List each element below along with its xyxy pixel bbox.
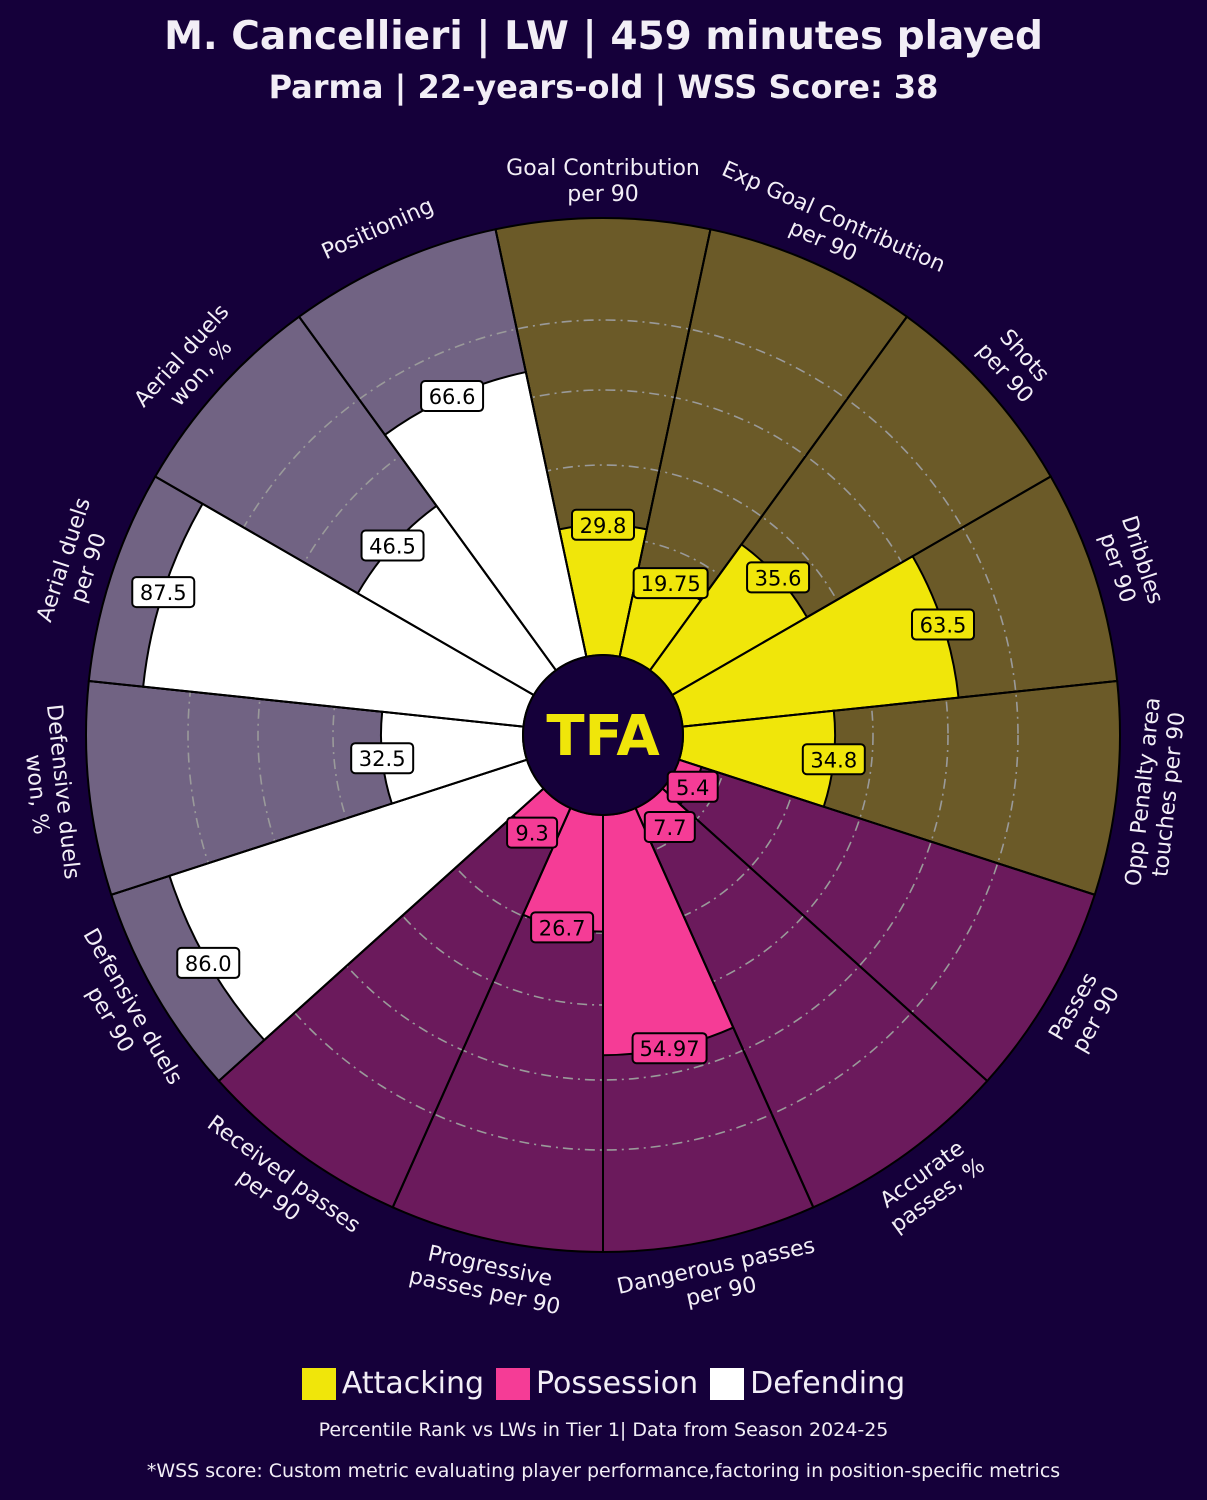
- value-label: 34.8: [810, 748, 857, 772]
- value-label-box: [801, 743, 866, 776]
- slice-divider: [88, 679, 524, 728]
- slice-divider: [494, 229, 588, 657]
- category-label-line: per 90: [567, 182, 639, 207]
- value-label: 54.97: [640, 1037, 700, 1061]
- legend: Attacking Possession Defending: [0, 1366, 1207, 1401]
- value-label: 9.3: [515, 822, 548, 846]
- value-label-box: [631, 1032, 708, 1065]
- center-disc: [522, 654, 684, 816]
- legend-swatch-defending: [710, 1367, 745, 1400]
- tfa-logo: TFA: [546, 704, 660, 769]
- value-label: 19.75: [641, 572, 701, 596]
- value-label-box: [910, 608, 975, 641]
- value-label: 86.0: [185, 952, 232, 976]
- slice-divider: [649, 316, 908, 671]
- grid-circle: [257, 389, 949, 1081]
- value-label: 46.5: [369, 534, 416, 558]
- value-label: 87.5: [140, 581, 187, 605]
- value-label: 66.6: [429, 385, 476, 409]
- legend-label: Defending: [750, 1366, 906, 1401]
- slice-divider: [110, 758, 528, 896]
- slice-divider: [682, 679, 1118, 728]
- value-label: 26.7: [539, 916, 586, 940]
- pizza-chart: TFA 29.8 19.75 35.6 63.5 34.8 5.4 7.7 54.97 26.7 9…: [20, 156, 1190, 1320]
- value-label-box: [506, 816, 559, 849]
- value-label-box: [176, 946, 241, 979]
- value-label: 63.5: [920, 614, 967, 638]
- value-label-box: [643, 810, 696, 843]
- slice-divider: [634, 807, 815, 1208]
- value-label-box: [420, 380, 485, 413]
- legend-label: Attacking: [341, 1366, 485, 1401]
- category-label-line: Goal Contribution: [506, 156, 700, 181]
- footer-note: Percentile Rank vs LWs in Tier 1| Data f…: [318, 1419, 889, 1441]
- value-label: 7.7: [653, 816, 686, 840]
- legend-item-defending: Defending: [710, 1366, 905, 1401]
- slice-divider: [154, 475, 535, 696]
- chart-subtitle: Parma | 22-years-old | WSS Score: 38: [268, 68, 939, 106]
- slice-divider: [298, 316, 557, 671]
- value-label-box: [131, 576, 196, 609]
- wss-note: *WSS score: Custom metric evaluating pla…: [146, 1460, 1061, 1482]
- slice-divider: [671, 475, 1052, 696]
- value-label: 5.4: [676, 776, 709, 800]
- legend-swatch-attacking: [301, 1367, 336, 1400]
- legend-item-attacking: Attacking: [301, 1366, 485, 1401]
- value-label-box: [350, 742, 415, 775]
- slice-divider: [661, 787, 988, 1082]
- value-label-box: [666, 770, 719, 803]
- value-label-box: [360, 529, 425, 562]
- value-label-box: [530, 911, 595, 944]
- value-label-box: [632, 567, 709, 600]
- value-label-box: [746, 561, 811, 594]
- value-label: 35.6: [755, 566, 802, 590]
- grid-circle: [187, 319, 1019, 1151]
- slice-divider: [218, 787, 545, 1082]
- legend-label: Possession: [536, 1366, 699, 1401]
- chart-title: M. Cancellieri | LW | 459 minutes played: [164, 14, 1043, 59]
- slice-divider: [391, 807, 572, 1208]
- value-label: 32.5: [359, 747, 406, 771]
- slice-divider: [678, 758, 1096, 896]
- value-label-box: [571, 508, 635, 541]
- value-label: 29.8: [580, 514, 627, 538]
- legend-item-possession: Possession: [496, 1366, 698, 1401]
- legend-swatch-possession: [496, 1367, 531, 1400]
